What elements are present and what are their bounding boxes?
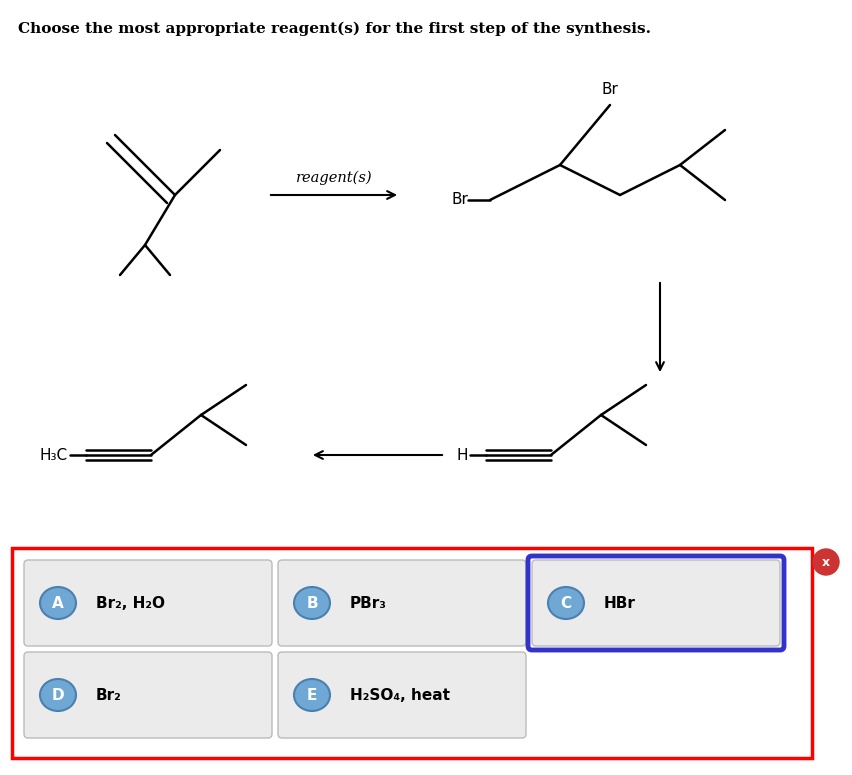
Text: A: A	[52, 595, 64, 611]
FancyBboxPatch shape	[24, 652, 272, 738]
Text: Br: Br	[601, 82, 618, 98]
Text: Br: Br	[451, 192, 468, 208]
Text: Choose the most appropriate reagent(s) for the first step of the synthesis.: Choose the most appropriate reagent(s) f…	[18, 22, 650, 36]
Ellipse shape	[294, 679, 330, 711]
Text: Br₂, H₂O: Br₂, H₂O	[96, 595, 164, 611]
Text: reagent(s): reagent(s)	[296, 170, 371, 185]
Text: C: C	[560, 595, 571, 611]
Text: HBr: HBr	[603, 595, 635, 611]
Text: B: B	[306, 595, 318, 611]
Ellipse shape	[547, 587, 584, 619]
FancyBboxPatch shape	[24, 560, 272, 646]
Ellipse shape	[40, 679, 76, 711]
Text: H₂SO₄, heat: H₂SO₄, heat	[349, 687, 450, 702]
Text: D: D	[52, 687, 64, 702]
FancyBboxPatch shape	[532, 560, 779, 646]
Text: E: E	[307, 687, 317, 702]
Ellipse shape	[294, 587, 330, 619]
Text: x: x	[821, 556, 829, 569]
Text: PBr₃: PBr₃	[349, 595, 387, 611]
Text: H₃C: H₃C	[40, 447, 68, 463]
Circle shape	[812, 549, 838, 575]
FancyBboxPatch shape	[278, 560, 526, 646]
FancyBboxPatch shape	[278, 652, 526, 738]
Text: H: H	[456, 447, 468, 463]
Bar	[12, 548, 811, 758]
Text: Br₂: Br₂	[96, 687, 122, 702]
Ellipse shape	[40, 587, 76, 619]
